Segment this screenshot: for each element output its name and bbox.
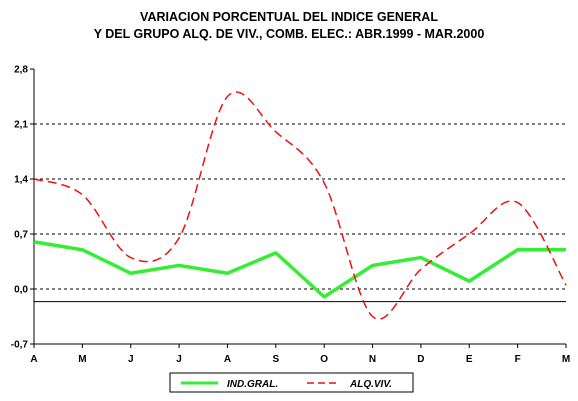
y-tick-label: -0,7 xyxy=(11,340,29,351)
series-lines xyxy=(33,91,567,320)
chart-title: VARIACION PORCENTUAL DEL INDICE GENERAL xyxy=(140,10,438,24)
x-tick-label: M xyxy=(78,354,86,365)
y-tick-label: 2,8 xyxy=(14,65,28,76)
y-tick-label: 1,4 xyxy=(14,175,28,186)
gridlines xyxy=(34,123,566,290)
y-tick-label: 0,0 xyxy=(14,285,28,296)
legend-label-alq-viv: ALQ.VIV. xyxy=(349,379,392,390)
legend: IND.GRAL. ALQ.VIV. xyxy=(169,372,414,393)
x-tick-label: A xyxy=(224,354,231,365)
x-tick-label: N xyxy=(369,354,376,365)
x-tick-label: E xyxy=(466,354,473,365)
chart-subtitle: Y DEL GRUPO ALQ. DE VIV., COMB. ELEC.: A… xyxy=(94,27,485,41)
x-tick-label: J xyxy=(176,354,182,365)
axes xyxy=(33,69,566,345)
x-tick-label: A xyxy=(30,354,37,365)
series-line-ind-gral xyxy=(33,240,566,299)
legend-box xyxy=(169,372,414,393)
x-tick-label: D xyxy=(417,354,424,365)
y-tick-label: 2,1 xyxy=(14,120,28,131)
x-tick-label: M xyxy=(562,354,570,365)
x-tick-label: F xyxy=(515,354,521,365)
x-tick-label: S xyxy=(272,354,279,365)
y-axis-ticks: 2,8 2,1 1,4 0,7 0,0 -0,7 xyxy=(11,65,34,351)
legend-label-ind-gral: IND.GRAL. xyxy=(227,379,278,390)
x-tick-label: J xyxy=(128,354,134,365)
series-line-alq-viv xyxy=(33,91,567,320)
x-tick-label: O xyxy=(320,354,328,365)
y-tick-label: 0,7 xyxy=(14,230,28,241)
